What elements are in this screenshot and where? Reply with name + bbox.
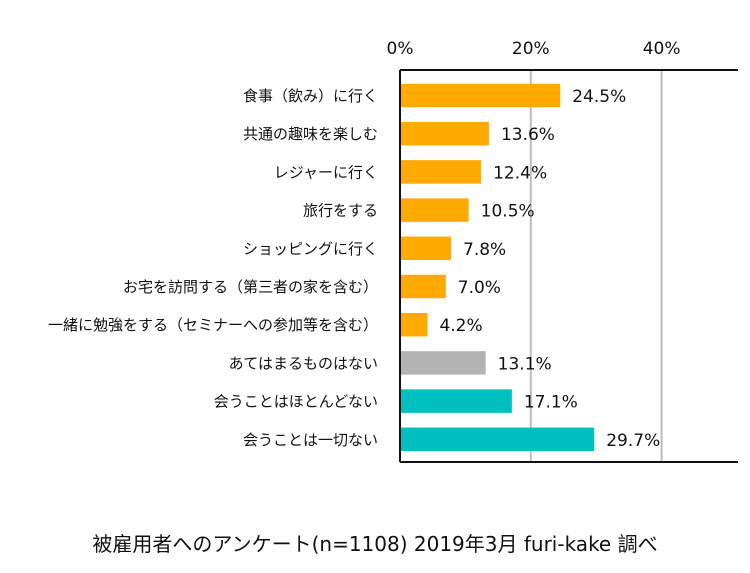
labels: 0% 20% 40% 食事（飲み）に行く 24.5% 共通の趣味を楽しむ 13.6% レジャー… bbox=[48, 39, 681, 451]
x-tick-label: 0% bbox=[387, 39, 414, 59]
category-label: ショッピングに行く bbox=[243, 240, 378, 258]
category-label: 共通の趣味を楽しむ bbox=[243, 125, 378, 143]
gridlines bbox=[529, 70, 663, 462]
value-label: 13.1% bbox=[498, 354, 552, 374]
category-label: 会うことは一切ない bbox=[243, 431, 378, 449]
category-label: 旅行をする bbox=[303, 202, 378, 220]
bars bbox=[400, 83, 595, 452]
value-label: 29.7% bbox=[606, 431, 660, 451]
value-label: 7.8% bbox=[463, 240, 506, 260]
bar bbox=[400, 83, 561, 108]
value-label: 17.1% bbox=[524, 393, 578, 413]
value-label: 10.5% bbox=[481, 202, 535, 222]
bar bbox=[400, 236, 452, 261]
value-label: 13.6% bbox=[501, 125, 555, 145]
category-label: レジャーに行く bbox=[274, 163, 378, 181]
value-label: 12.4% bbox=[493, 163, 547, 183]
source-note: 被雇用者へのアンケート(n=1108) 2019年3月 furi-kake 調べ bbox=[92, 532, 658, 556]
category-label: 会うことはほとんどない bbox=[214, 393, 378, 411]
bar bbox=[400, 312, 428, 337]
value-label: 24.5% bbox=[572, 87, 626, 107]
axes bbox=[399, 69, 738, 463]
category-label: 食事（飲み）に行く bbox=[243, 87, 378, 105]
value-label: 7.0% bbox=[458, 278, 501, 298]
bar bbox=[400, 160, 482, 184]
x-tick-label: 20% bbox=[512, 39, 550, 59]
category-label: 一緒に勉強をする（セミナーへの参加等を含む） bbox=[48, 316, 378, 334]
bar bbox=[400, 389, 512, 413]
bar bbox=[400, 274, 446, 299]
bar bbox=[400, 427, 595, 452]
value-label: 4.2% bbox=[439, 316, 482, 336]
bar bbox=[400, 351, 486, 375]
bar bbox=[400, 198, 469, 222]
category-label: お宅を訪問する（第三者の家を含む） bbox=[123, 278, 378, 296]
x-tick-label: 40% bbox=[643, 39, 681, 59]
category-label: あてはまるものはない bbox=[229, 354, 378, 372]
bar bbox=[400, 121, 489, 146]
